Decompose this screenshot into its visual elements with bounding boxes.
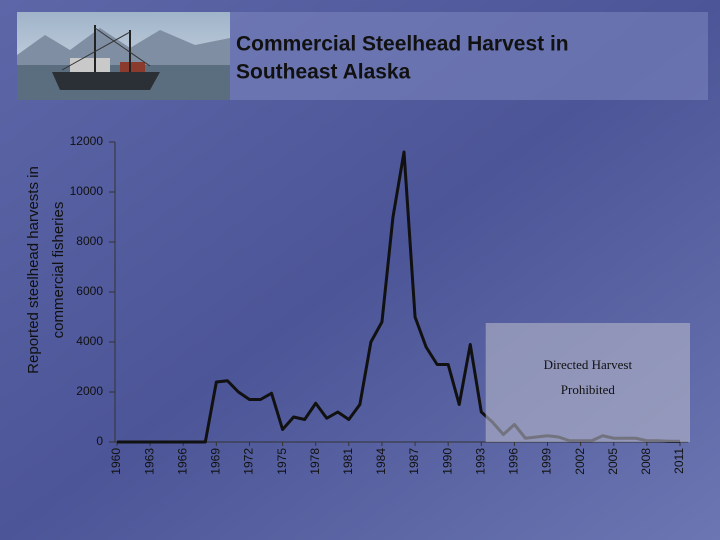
y-tick-label: 0 [96,434,103,448]
y-tick-label: 4000 [76,334,103,348]
boat-photo [17,12,230,100]
y-tick-label: 2000 [76,384,103,398]
x-tick-label: 1996 [507,448,521,475]
chart-title: Commercial Steelhead Harvest in [236,33,569,56]
x-tick-label: 1999 [540,448,554,475]
x-tick-label: 1966 [175,448,189,475]
y-tick-label: 12000 [70,134,104,148]
x-tick-label: 1975 [275,448,289,475]
chart-title: Southeast Alaska [236,61,411,84]
y-tick-label: 10000 [70,184,104,198]
x-tick-label: 1969 [209,448,223,475]
shaded-region [485,323,690,442]
x-tick-label: 1978 [308,448,322,475]
x-tick-label: 2011 [672,448,686,474]
x-tick-label: 1981 [341,448,355,475]
x-tick-label: 1987 [407,448,421,475]
x-tick-label: 2002 [573,448,587,475]
x-tick-label: 1960 [109,448,123,475]
x-tick-label: 1984 [374,448,388,475]
y-axis-label: commercial fisheries [50,202,67,339]
x-tick-label: 2005 [606,448,620,475]
x-tick-label: 1990 [440,448,454,475]
x-tick-label: 1963 [142,448,156,475]
x-tick-label: 2008 [639,448,653,475]
y-tick-label: 8000 [76,234,103,248]
annotation: Prohibited [561,382,616,397]
y-tick-label: 6000 [76,284,103,298]
title-panel [230,12,708,100]
x-tick-label: 1972 [242,448,256,475]
y-axis-label: Reported steelhead harvests in [25,166,42,374]
x-tick-label: 1993 [473,448,487,475]
annotation: Directed Harvest [544,357,633,372]
